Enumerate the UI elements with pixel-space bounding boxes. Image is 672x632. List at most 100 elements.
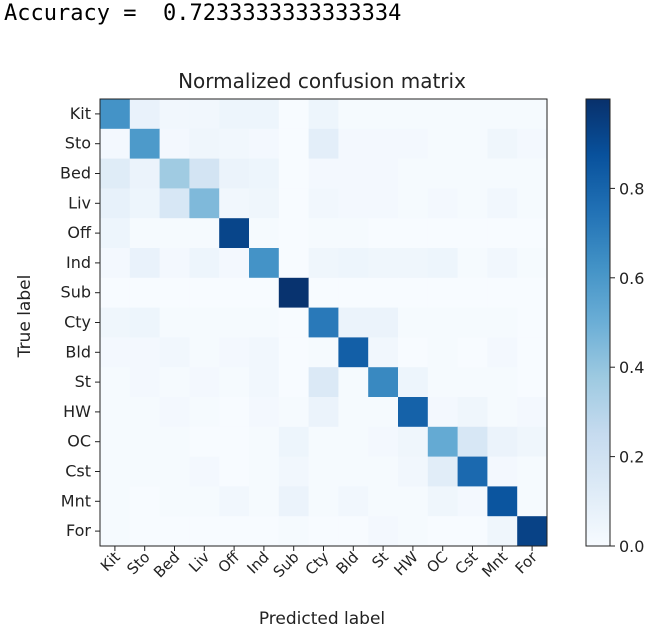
accuracy-value: 0.7233333333333334 [162, 1, 402, 26]
heatmap-cell [517, 516, 548, 547]
heatmap-cell [457, 516, 488, 547]
heatmap-cell [368, 99, 399, 130]
heatmap-cell [308, 248, 339, 279]
heatmap-cell [100, 337, 131, 368]
x-tick-label: HW [391, 548, 422, 579]
heatmap-cell [100, 218, 131, 249]
heatmap-cell [517, 456, 548, 487]
heatmap-cell [368, 128, 399, 159]
x-tick-label: Sub [270, 548, 303, 581]
heatmap-cell [129, 218, 160, 249]
x-tick-label: Ind [243, 548, 272, 577]
heatmap-cell [100, 99, 131, 130]
heatmap-cell [308, 367, 339, 398]
y-tick-label: Bed [60, 164, 91, 183]
y-tick-label: Off [67, 223, 92, 242]
heatmap-cell [100, 307, 131, 338]
x-tick-label: Mnt [478, 548, 511, 581]
heatmap-cell [100, 188, 131, 219]
heatmap-cell [189, 307, 220, 338]
heatmap-cell [189, 516, 220, 547]
colorbar-tick-label: 0.0 [619, 537, 644, 556]
heatmap-cells [99, 98, 548, 547]
heatmap-cell [338, 486, 369, 517]
heatmap-cell [457, 397, 488, 428]
y-tick-label: St [75, 372, 91, 391]
heatmap-cell [249, 486, 280, 517]
heatmap-cell [249, 248, 280, 279]
heatmap-cell [189, 397, 220, 428]
heatmap-cell [189, 337, 220, 368]
heatmap-cell [427, 456, 458, 487]
heatmap-cell [159, 426, 190, 457]
heatmap-cell [159, 128, 190, 159]
heatmap-cell [487, 516, 518, 547]
heatmap-cell [278, 456, 309, 487]
chart-title: Normalized confusion matrix [178, 69, 466, 93]
heatmap-cell [219, 307, 250, 338]
heatmap-cell [457, 367, 488, 398]
heatmap-cell [338, 516, 369, 547]
x-tick-label: St [368, 548, 392, 572]
heatmap-cell [427, 158, 458, 189]
heatmap-cell [398, 486, 429, 517]
heatmap-cell [278, 397, 309, 428]
heatmap-cell [308, 307, 339, 338]
heatmap-cell [129, 188, 160, 219]
heatmap-cell [517, 248, 548, 279]
y-tick-label: Bld [65, 342, 91, 361]
heatmap-cell [517, 277, 548, 308]
heatmap-cell [308, 218, 339, 249]
heatmap-cell [249, 337, 280, 368]
heatmap-cell [100, 277, 131, 308]
heatmap-cell [308, 516, 339, 547]
y-tick-label: Liv [68, 193, 91, 212]
heatmap-cell [219, 426, 250, 457]
heatmap-cell [129, 277, 160, 308]
heatmap-cell [427, 516, 458, 547]
heatmap-cell [159, 277, 190, 308]
heatmap-cell [278, 277, 309, 308]
heatmap-cell [159, 307, 190, 338]
heatmap-cell [278, 307, 309, 338]
heatmap-cell [398, 307, 429, 338]
heatmap-cell [100, 456, 131, 487]
heatmap-cell [487, 99, 518, 130]
heatmap-cell [517, 337, 548, 368]
x-tick-label: Kit [97, 548, 124, 575]
heatmap-cell [249, 426, 280, 457]
heatmap-cell [338, 426, 369, 457]
heatmap-cell [487, 128, 518, 159]
heatmap-cell [398, 277, 429, 308]
x-tick-label: For [512, 548, 542, 578]
heatmap-cell [278, 248, 309, 279]
heatmap-cell [278, 188, 309, 219]
heatmap-cell [308, 188, 339, 219]
heatmap-cell [457, 307, 488, 338]
heatmap-cell [427, 397, 458, 428]
heatmap-cell [427, 128, 458, 159]
heatmap-cell [100, 248, 131, 279]
heatmap-cell [398, 128, 429, 159]
heatmap-cell [308, 397, 339, 428]
heatmap-cell [100, 516, 131, 547]
heatmap-cell [278, 516, 309, 547]
heatmap-cell [398, 218, 429, 249]
heatmap-cell [338, 128, 369, 159]
heatmap-cell [368, 516, 399, 547]
heatmap-cell [427, 486, 458, 517]
heatmap-cell [100, 128, 131, 159]
heatmap-cell [338, 248, 369, 279]
heatmap-cell [219, 248, 250, 279]
heatmap-cell [398, 367, 429, 398]
heatmap-cell [249, 397, 280, 428]
heatmap-cell [427, 367, 458, 398]
colorbar-tick-label: 0.2 [619, 448, 644, 467]
heatmap-cell [368, 367, 399, 398]
heatmap-cell [338, 456, 369, 487]
heatmap-cell [398, 99, 429, 130]
y-tick-label: Kit [70, 104, 91, 123]
heatmap-cell [129, 516, 160, 547]
heatmap-cell [189, 158, 220, 189]
